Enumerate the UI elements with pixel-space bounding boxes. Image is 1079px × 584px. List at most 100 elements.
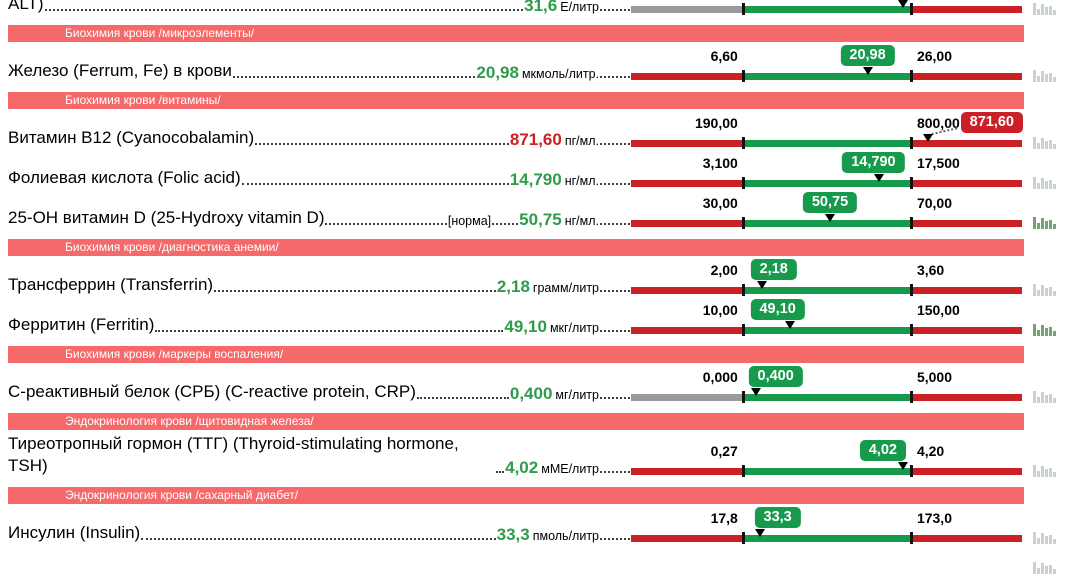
result-value: 50,75: [519, 210, 562, 229]
dotted-leader: [600, 9, 630, 11]
result-value: 2,18: [496, 277, 530, 296]
range-segment-normal: [742, 394, 911, 401]
result-unit: грамм/литр: [532, 281, 599, 295]
range-high-label: 3,60: [916, 262, 945, 278]
history-mini-chart-icon[interactable]: [1033, 283, 1057, 296]
range-low-tick: [741, 324, 745, 336]
result-unit: нг/мл.: [564, 214, 599, 228]
section-header-label: Эндокринология крови /щитовидная железа/: [65, 414, 314, 428]
analyte-name: Ферритин (Ferritin): [8, 315, 155, 335]
dotted-leader: [600, 143, 630, 145]
dotted-leader: [214, 290, 496, 292]
range-low-tick: [741, 464, 745, 477]
history-mini-chart-icon[interactable]: [1033, 323, 1057, 336]
analyte-name: Тиреотропный гормон (ТТГ) (Thyroid-stimu…: [8, 434, 459, 475]
history-mini-chart-icon[interactable]: [1033, 136, 1057, 149]
range-low-label: 2,00: [710, 262, 738, 278]
result-unit: мМЕ/литр: [541, 461, 599, 476]
result-value: 31,6: [524, 0, 558, 15]
range-segment-normal: [742, 73, 911, 80]
table-row: ALT) 31,6 Е/литр: [8, 0, 1079, 18]
table-row: Инсулин (Insulin) 33,3 пмоль/литр 17,8 173,0…: [8, 506, 1079, 547]
history-mini-chart-icon[interactable]: [1033, 2, 1057, 15]
dotted-leader: [600, 76, 630, 78]
history-mini-chart-icon[interactable]: [1033, 176, 1057, 189]
range-high-tick: [909, 3, 913, 15]
value-marker-icon: [873, 174, 884, 182]
range-low-label: 6,60: [710, 48, 738, 64]
range-segment-above: [910, 180, 1022, 187]
dotted-leader: [255, 143, 509, 145]
range-segment-normal: [742, 140, 911, 147]
range-segment-below: [631, 534, 743, 542]
dotted-leader: [600, 397, 630, 399]
range-high-label: 173,0: [916, 509, 952, 526]
value-marker-icon: [825, 214, 836, 222]
value-marker-icon: [750, 388, 761, 396]
range-segment-below: [631, 467, 743, 475]
history-mini-chart-icon[interactable]: [1033, 216, 1057, 229]
section-header-label: Эндокринология крови /сахарный диабет/: [65, 487, 299, 502]
analyte-name: С-реактивный белок (СРБ) (C-reactive pro…: [8, 382, 416, 402]
range-bar-track: [631, 467, 1022, 475]
range-low-tick: [741, 284, 745, 296]
history-mini-chart-icon[interactable]: [1033, 464, 1057, 477]
range-low-tick: [741, 3, 745, 15]
value-marker-icon: [755, 528, 766, 537]
section-header: Биохимия крови /диагностика анемии/: [8, 239, 1024, 256]
result-unit: пг/мл.: [564, 134, 599, 148]
range-low-tick: [741, 177, 745, 189]
reference-range-bar: 6,60 26,00 20,98: [631, 45, 1022, 85]
dotted-leader: [600, 183, 630, 185]
table-row: Ферритин (Ferritin) 49,10 мкг/литр 10,00 150…: [8, 299, 1079, 339]
range-segment-above: [910, 140, 1022, 147]
range-bar-track: [631, 534, 1022, 542]
value-marker-icon: [923, 134, 934, 142]
range-high-tick: [909, 324, 913, 336]
range-low-tick: [741, 391, 745, 403]
history-mini-chart-icon[interactable]: [1033, 561, 1057, 574]
range-segment-normal: [742, 220, 911, 227]
range-segment-above: [910, 467, 1022, 475]
value-marker-icon: [862, 67, 873, 75]
range-segment-below: [631, 327, 743, 334]
range-segment-above: [910, 73, 1022, 80]
value-badge: 871,60: [960, 112, 1023, 133]
table-row: С-реактивный белок (СРБ) (C-reactive pro…: [8, 366, 1079, 406]
table-row: Железо (Ferrum, Fe) в крови 20,98 мкмоль/л…: [8, 45, 1079, 85]
range-segment-below: [631, 140, 743, 147]
range-bar-track: [631, 287, 1022, 294]
range-bar-track: [631, 180, 1022, 187]
range-high-tick: [909, 391, 913, 403]
reference-range-bar: 0,27 4,20 4,02: [631, 439, 1022, 480]
range-bar-track: [631, 73, 1022, 80]
value-badge: 33,3: [754, 506, 801, 528]
history-mini-chart-icon[interactable]: [1033, 390, 1057, 403]
range-segment-normal: [742, 534, 911, 542]
section-header: Биохимия крови /микроэлементы/: [8, 25, 1024, 42]
dotted-leader: [600, 290, 630, 292]
dotted-leader: [496, 470, 505, 473]
dotted-leader: [141, 537, 496, 540]
dotted-leader: [416, 397, 509, 399]
range-high-tick: [909, 284, 913, 296]
range-low-tick: [741, 137, 745, 149]
reference-range-bar: 10,00 150,00 49,10: [631, 299, 1022, 339]
analyte-name: Инсулин (Insulin): [8, 522, 141, 542]
range-segment-below: [631, 6, 743, 13]
norm-note: [норма]: [447, 214, 492, 228]
dotted-leader: [241, 183, 509, 185]
value-marker-icon: [897, 461, 908, 470]
range-bar-track: [631, 220, 1022, 227]
range-bar-track: [631, 6, 1022, 13]
result-value: 33,3: [496, 524, 530, 544]
history-mini-chart-icon[interactable]: [1033, 531, 1057, 544]
result-unit: Е/литр: [560, 0, 599, 14]
reference-range-bar: 3,100 17,500 14,790: [631, 152, 1022, 192]
result-unit: пмоль/литр: [532, 528, 599, 543]
range-segment-normal: [742, 467, 911, 475]
history-mini-chart-icon[interactable]: [1033, 69, 1057, 82]
reference-range-bar: [631, 0, 1022, 18]
range-bar-track: [631, 140, 1022, 147]
table-row: Тиреотропный гормон (ТТГ) (Thyroid-stimu…: [8, 433, 1079, 480]
